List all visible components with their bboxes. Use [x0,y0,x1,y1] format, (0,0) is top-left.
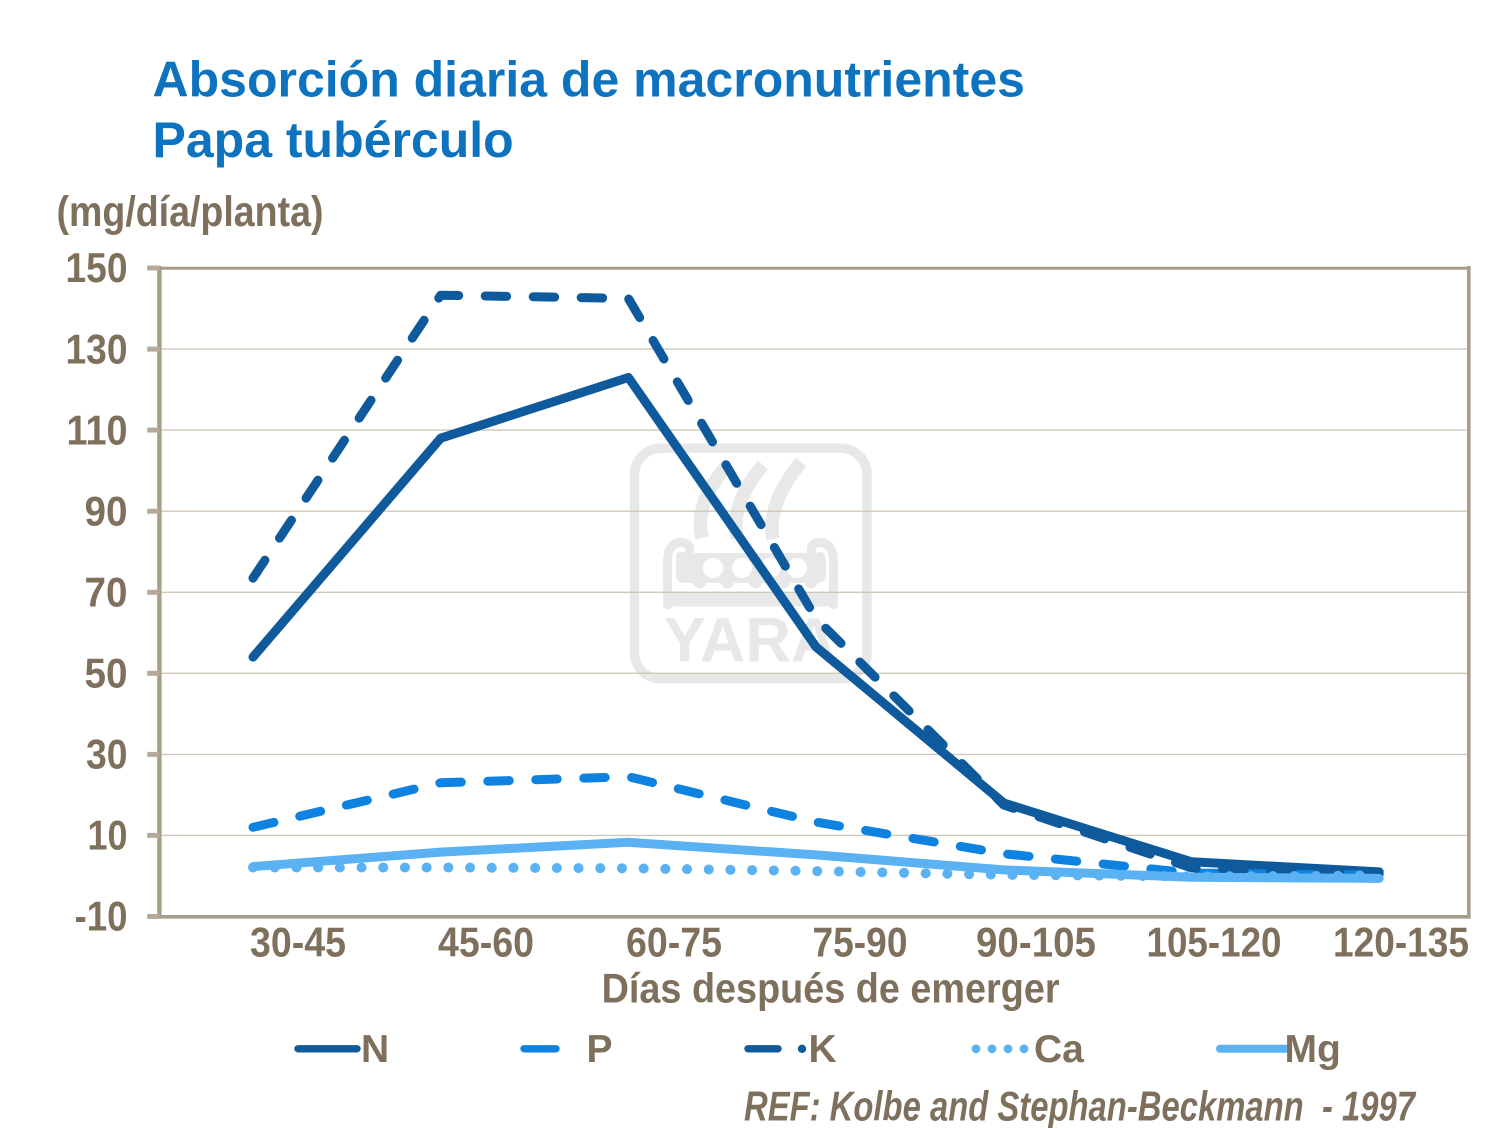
svg-text:10: 10 [88,812,128,859]
svg-text:90-105: 90-105 [976,919,1096,966]
svg-text:REF: Kolbe and Stephan-Beckman: REF: Kolbe and Stephan-Beckmann - 1997 [744,1083,1417,1128]
svg-text:60-75: 60-75 [626,919,722,966]
svg-text:-10: -10 [75,893,128,940]
svg-text:30: 30 [86,731,128,778]
svg-text:105-120: 105-120 [1147,919,1282,966]
svg-text:Absorción diaria de macronutri: Absorción diaria de macronutrientes [153,52,1025,108]
svg-text:Días después de emerger: Días después de emerger [602,964,1060,1011]
svg-text:120-135: 120-135 [1333,919,1469,966]
svg-text:Ca: Ca [1034,1028,1084,1071]
svg-text:K: K [809,1028,837,1071]
svg-text:30-45: 30-45 [250,919,346,966]
svg-text:(mg/día/planta): (mg/día/planta) [57,189,324,236]
svg-text:150: 150 [66,244,128,291]
svg-text:110: 110 [67,406,128,453]
svg-text:Papa tubérculo: Papa tubérculo [153,112,514,168]
svg-text:90: 90 [85,487,128,534]
svg-text:N: N [361,1028,389,1071]
svg-text:50: 50 [85,650,128,697]
svg-text:130: 130 [66,325,128,372]
svg-text:45-60: 45-60 [438,919,534,966]
svg-text:70: 70 [85,569,128,616]
svg-text:P: P [587,1028,613,1071]
svg-text:Mg: Mg [1285,1028,1341,1071]
svg-text:75-90: 75-90 [813,919,908,966]
